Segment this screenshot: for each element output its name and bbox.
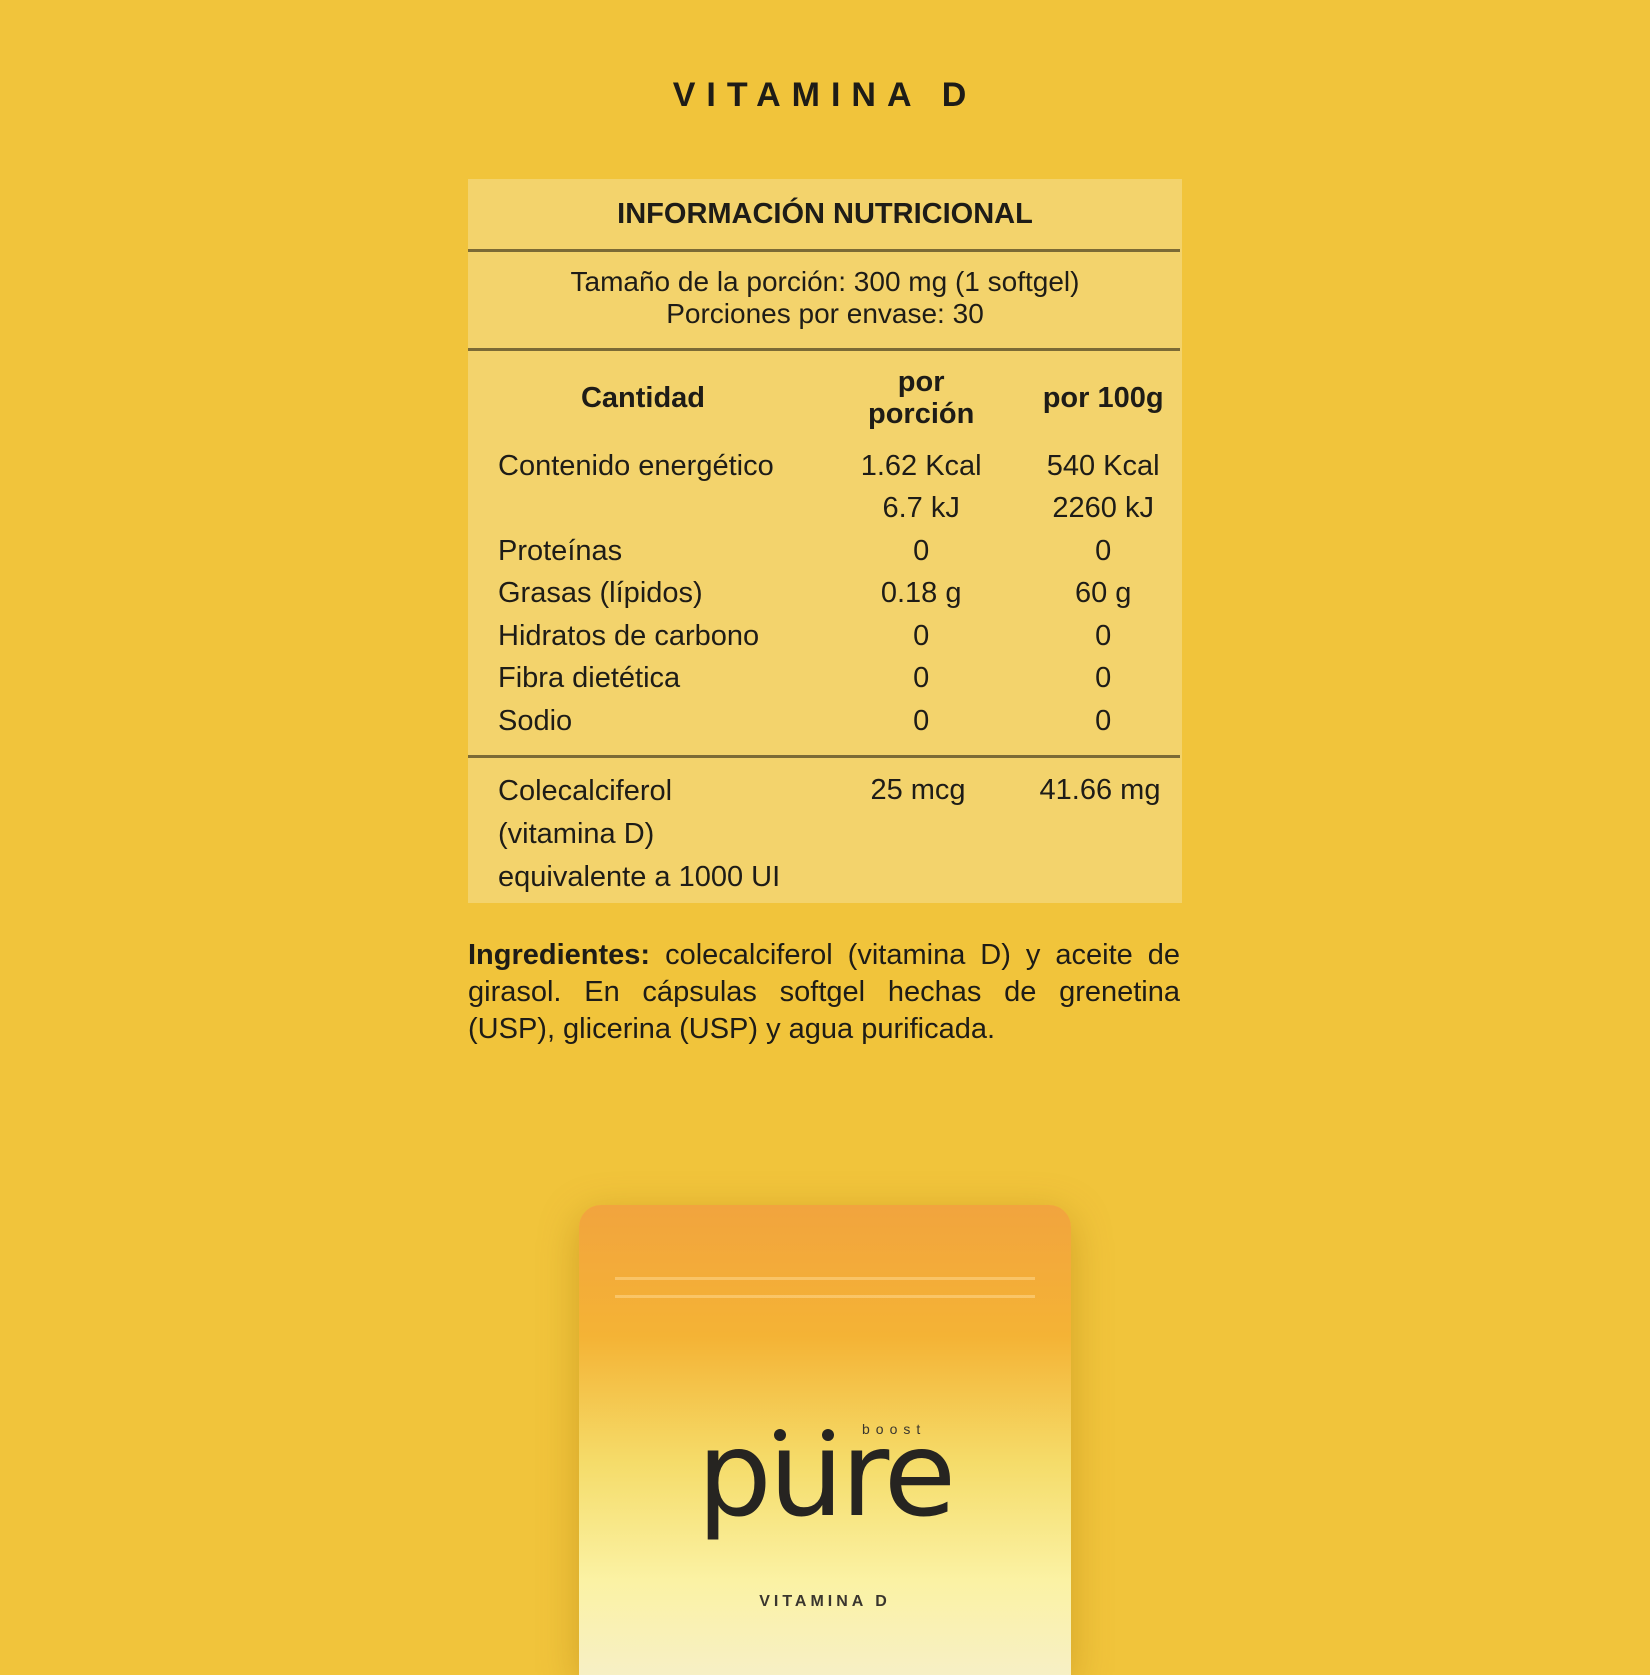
page-title: VITAMINA D xyxy=(672,76,978,114)
table-row: Proteínas 0 0 xyxy=(468,530,1182,573)
per-100g-value: 0 xyxy=(1095,662,1112,695)
column-header: por 100g xyxy=(1042,382,1164,414)
vitamin-name-line: equivalente a 1000 UI xyxy=(498,860,781,893)
vitamin-row: Colecalciferol (vitamina D) equivalente … xyxy=(468,758,1182,899)
pouch-product-name: VITAMINA D xyxy=(759,1593,891,1610)
vitamin-name: Colecalciferol (vitamina D) equivalente … xyxy=(468,770,818,899)
brand-logo: pure xyxy=(697,1405,956,1543)
ingredients: Ingredientes: colecalciferol (vitamina D… xyxy=(468,937,1180,1048)
per-serving-value: 0.18 g xyxy=(880,577,962,610)
nutrition-table: Cantidad por porción por 100g Contenido … xyxy=(468,351,1182,743)
table-row: Contenido energético 1.62 Kcal 540 Kcal xyxy=(468,445,1182,488)
servings-per-container: Porciones por envase: 30 xyxy=(666,298,984,329)
per-serving-value: 1.62 Kcal xyxy=(860,449,982,482)
table-row: Sodio 0 0 xyxy=(468,700,1182,743)
nutrient-name: Sodio xyxy=(498,704,573,737)
vitamin-per-serving: 25 mcg xyxy=(870,773,966,806)
vitamin-name-line: Colecalciferol xyxy=(498,774,673,807)
zip-seal xyxy=(615,1277,1035,1280)
per-100g-value: 2260 kJ xyxy=(1052,492,1154,525)
per-serving-value: 0 xyxy=(913,704,930,737)
ingredients-label: Ingredientes: xyxy=(468,939,651,971)
logo-dots-icon xyxy=(774,1428,870,1446)
per-serving-value: 0 xyxy=(913,619,930,652)
nutrient-name: Proteínas xyxy=(498,534,623,567)
serving-size: Tamaño de la porción: 300 mg (1 softgel) xyxy=(570,266,1080,297)
table-row: Grasas (lípidos) 0.18 g 60 g xyxy=(468,573,1182,616)
per-100g-value: 540 Kcal xyxy=(1046,449,1160,482)
product-pouch-image: boost pure VITAMINA D xyxy=(579,1205,1071,1675)
sub-brand: boost xyxy=(862,1421,927,1437)
per-serving-value: 0 xyxy=(913,662,930,695)
table-row: Fibra dietética 0 0 xyxy=(468,658,1182,701)
nutrient-name: Contenido energético xyxy=(498,449,774,482)
column-header: por porción xyxy=(868,366,975,430)
nutrient-name: Grasas (lípidos) xyxy=(498,577,703,610)
vitamin-per-100g: 41.66 mg xyxy=(1039,773,1161,806)
divider xyxy=(468,348,1180,351)
nutrient-name xyxy=(468,488,818,531)
table-row: 6.7 kJ 2260 kJ xyxy=(468,488,1182,531)
per-100g-value: 0 xyxy=(1095,534,1112,567)
table-row: Hidratos de carbono 0 0 xyxy=(468,615,1182,658)
nutrient-name: Hidratos de carbono xyxy=(498,619,760,652)
per-serving-value: 0 xyxy=(913,534,930,567)
divider xyxy=(468,754,1180,758)
nutrition-facts-panel: INFORMACIÓN NUTRICIONAL Tamaño de la por… xyxy=(468,179,1182,903)
nutrient-name: Fibra dietética xyxy=(498,662,681,695)
table-header: Cantidad por porción por 100g xyxy=(468,351,1182,445)
zip-seal xyxy=(615,1295,1035,1298)
divider xyxy=(468,249,1180,252)
per-100g-value: 60 g xyxy=(1074,577,1132,610)
per-100g-value: 0 xyxy=(1095,619,1112,652)
serving-info: Tamaño de la porción: 300 mg (1 softgel)… xyxy=(468,252,1182,348)
per-100g-value: 0 xyxy=(1095,704,1112,737)
vitamin-name-line: (vitamina D) xyxy=(498,817,655,850)
ingredients-text: colecalciferol (vitamina D) y aceite de … xyxy=(468,939,1180,1045)
per-serving-value: 6.7 kJ xyxy=(882,492,960,525)
column-header: Cantidad xyxy=(580,382,706,414)
panel-heading: INFORMACIÓN NUTRICIONAL xyxy=(617,197,1033,230)
